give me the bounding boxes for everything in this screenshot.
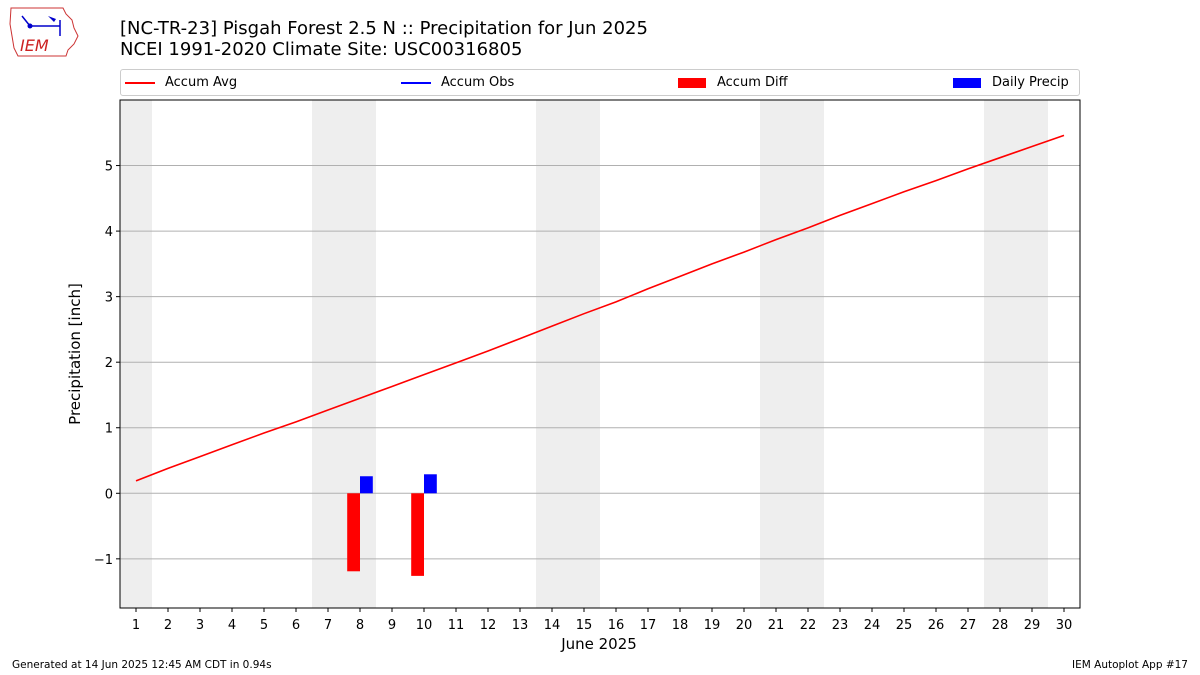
x-ticks: 1 2 3 4 5 6 7 8 9 10 11 12 13 14 15 16 17 18 19 20 21 22 23 24 2… — [132, 608, 1072, 633]
weekend-shade-0 — [120, 100, 152, 608]
iem-logo: IEM — [9, 7, 79, 57]
y-tick-label: 1 — [105, 422, 113, 437]
x-tick-label: 5 — [260, 618, 268, 633]
x-tick-label: 7 — [324, 618, 332, 633]
legend-item-accum-diff: Accum Diff — [678, 70, 788, 95]
logo-text: IEM — [20, 36, 49, 55]
weekend-shade-4 — [984, 100, 1048, 608]
accum-avg-line — [135, 134, 1065, 482]
x-tick-label: 13 — [512, 618, 529, 633]
x-tick-label: 17 — [640, 618, 657, 633]
x-tick-label: 4 — [228, 618, 236, 633]
x-tick-label: 10 — [416, 618, 433, 633]
x-tick-label: 29 — [1024, 618, 1041, 633]
y-tick-label: 4 — [105, 225, 113, 240]
legend-swatch-daily-precip — [953, 77, 981, 88]
x-tick-label: 12 — [480, 618, 497, 633]
generated-note: Generated at 14 Jun 2025 12:45 AM CDT in… — [12, 659, 272, 671]
x-tick-label: 21 — [768, 618, 785, 633]
legend-label-accum-diff: Accum Diff — [717, 75, 788, 90]
x-tick-label: 22 — [800, 618, 817, 633]
y-tick-label: −1 — [94, 553, 113, 568]
x-axis-label: June 2025 — [560, 635, 637, 653]
accum-diff-bar — [347, 493, 360, 572]
x-tick-label: 19 — [704, 618, 721, 633]
y-tick-label: 5 — [105, 160, 113, 175]
chart-title: [NC-TR-23] Pisgah Forest 2.5 N :: Precip… — [120, 18, 648, 60]
x-tick-label: 30 — [1056, 618, 1073, 633]
accum-diff-bar — [411, 493, 424, 576]
x-tick-label: 11 — [448, 618, 465, 633]
legend-item-daily-precip: Daily Precip — [953, 70, 1069, 95]
weekend-shade-3 — [760, 100, 824, 608]
x-tick-label: 27 — [960, 618, 977, 633]
x-tick-label: 6 — [292, 618, 300, 633]
x-tick-label: 14 — [544, 618, 561, 633]
legend-label-accum-avg: Accum Avg — [165, 75, 238, 90]
legend: Accum Avg Accum Obs Accum Diff Daily Pre… — [120, 69, 1080, 96]
x-tick-label: 3 — [196, 618, 204, 633]
x-tick-label: 28 — [992, 618, 1009, 633]
legend-swatch-accum-diff — [678, 77, 706, 88]
plot-frame — [119, 99, 1081, 609]
x-tick-label: 25 — [896, 618, 913, 633]
legend-item-accum-obs: Accum Obs — [401, 70, 514, 95]
title-line-1: [NC-TR-23] Pisgah Forest 2.5 N :: Precip… — [120, 18, 648, 39]
legend-label-daily-precip: Daily Precip — [992, 75, 1069, 90]
y-ticks: −1 0 1 2 3 4 5 — [94, 160, 120, 568]
legend-swatch-accum-obs — [401, 81, 431, 84]
app-credit: IEM Autoplot App #17 — [1072, 659, 1188, 671]
y-tick-label: 0 — [105, 487, 113, 502]
x-tick-label: 23 — [832, 618, 849, 633]
title-line-2: NCEI 1991-2020 Climate Site: USC00316805 — [120, 39, 523, 60]
x-tick-label: 1 — [132, 618, 140, 633]
legend-item-accum-avg: Accum Avg — [125, 70, 237, 95]
y-axis-label: Precipitation [inch] — [66, 283, 84, 425]
x-tick-label: 2 — [164, 618, 172, 633]
legend-swatch-accum-avg — [125, 81, 155, 84]
x-tick-label: 16 — [608, 618, 625, 633]
x-tick-label: 9 — [388, 618, 396, 633]
x-tick-label: 20 — [736, 618, 753, 633]
x-tick-label: 8 — [356, 618, 364, 633]
x-tick-label: 18 — [672, 618, 689, 633]
weekend-shade-2 — [536, 100, 600, 608]
x-tick-label: 26 — [928, 618, 945, 633]
series-lines — [135, 134, 1065, 482]
x-tick-label: 15 — [576, 618, 593, 633]
weekend-shade-1 — [312, 100, 376, 608]
y-tick-label: 2 — [105, 356, 113, 371]
weekend-shading — [120, 100, 1048, 608]
y-tick-label: 3 — [105, 291, 113, 306]
legend-label-accum-obs: Accum Obs — [441, 75, 515, 90]
daily-precip-bar — [360, 476, 373, 494]
bars — [347, 474, 437, 576]
daily-precip-bar — [424, 474, 437, 494]
x-tick-label: 24 — [864, 618, 881, 633]
